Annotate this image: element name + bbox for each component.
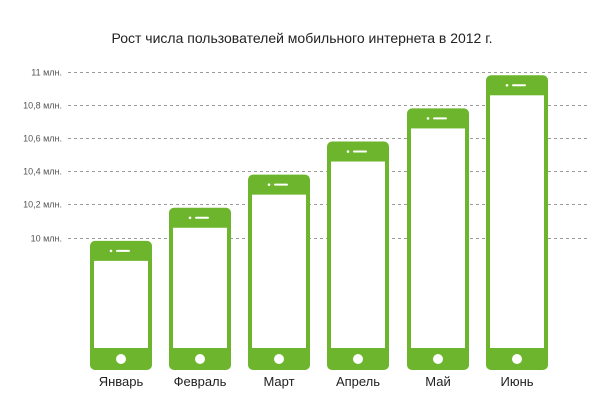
phone-camera-icon bbox=[267, 183, 271, 186]
x-tick-label: Январь bbox=[99, 374, 144, 389]
x-tick-label: Май bbox=[425, 374, 450, 389]
phone-home-button-icon bbox=[433, 354, 443, 364]
x-tick-label: Март bbox=[263, 374, 294, 389]
bar-phone bbox=[327, 141, 389, 370]
phone-home-button-icon bbox=[274, 354, 284, 364]
bar-phone bbox=[90, 240, 152, 370]
phone-camera-icon bbox=[188, 216, 192, 220]
bar-phone bbox=[248, 174, 310, 370]
phone-screen bbox=[411, 128, 465, 348]
phone-home-button-icon bbox=[512, 354, 522, 364]
y-tick-label: 11 млн. bbox=[31, 68, 62, 78]
phone-screen bbox=[331, 161, 385, 348]
phone-screen bbox=[252, 194, 306, 348]
phone-screen bbox=[173, 227, 227, 348]
phone-home-button-icon bbox=[116, 354, 126, 364]
bars bbox=[90, 75, 548, 371]
y-tick-label: 10 млн. bbox=[31, 234, 62, 244]
phone-home-button-icon bbox=[353, 354, 363, 364]
x-tick-label: Апрель bbox=[336, 374, 380, 389]
phone-camera-icon bbox=[346, 150, 350, 153]
chart-title: Рост числа пользователей мобильного инте… bbox=[111, 30, 492, 46]
phone-screen bbox=[490, 95, 544, 348]
bar-phone bbox=[169, 207, 231, 370]
phone-speaker-icon bbox=[433, 117, 447, 120]
y-tick-label: 10,6 млн. bbox=[23, 134, 62, 144]
y-tick-label: 10,8 млн. bbox=[23, 101, 62, 111]
phone-speaker-icon bbox=[195, 216, 209, 219]
bar-phone bbox=[407, 108, 469, 370]
phone-speaker-icon bbox=[274, 183, 288, 186]
bar-phone bbox=[486, 75, 548, 371]
phone-home-button-icon bbox=[195, 354, 205, 364]
x-tick-label: Февраль bbox=[174, 374, 227, 389]
y-tick-label: 10,2 млн. bbox=[23, 200, 62, 210]
phone-speaker-icon bbox=[353, 150, 367, 153]
y-tick-label: 10,4 млн. bbox=[23, 167, 62, 177]
phone-camera-icon bbox=[505, 84, 509, 87]
phone-screen bbox=[94, 260, 148, 348]
phone-speaker-icon bbox=[512, 84, 526, 87]
x-axis-labels: Январь Февраль Март Апрель Май Июнь bbox=[99, 374, 534, 389]
phone-camera-icon bbox=[109, 249, 113, 253]
phone-speaker-icon bbox=[116, 249, 130, 252]
phone-camera-icon bbox=[426, 117, 430, 120]
x-tick-label: Июнь bbox=[500, 374, 533, 389]
